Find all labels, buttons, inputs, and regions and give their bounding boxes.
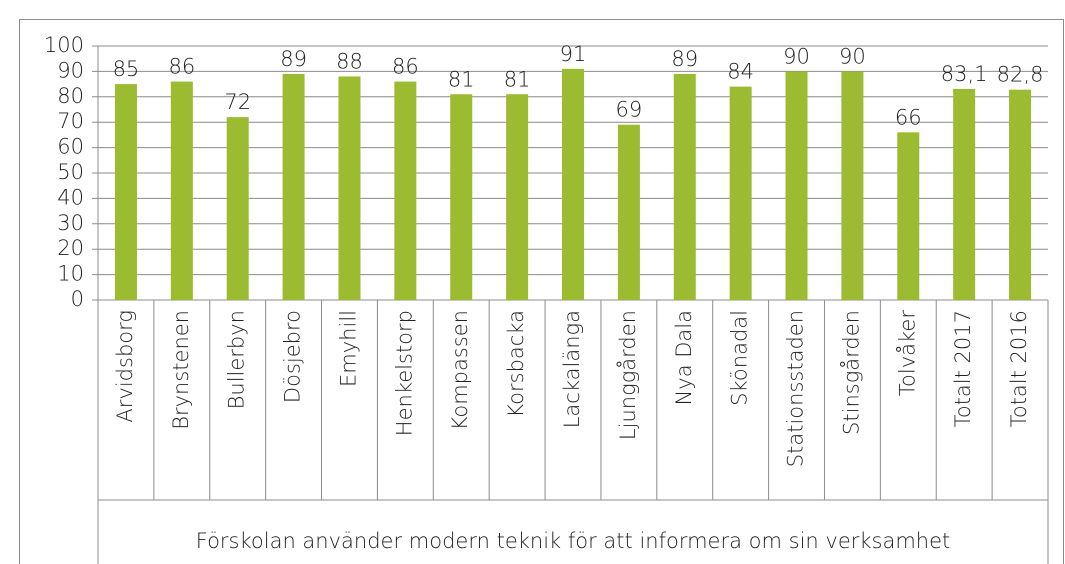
- y-tick-label: 90: [57, 58, 84, 82]
- x-tick-label: Arvidsborg: [113, 310, 137, 423]
- y-tick-label: 40: [57, 185, 84, 209]
- bar: [562, 68, 584, 300]
- x-tick-label: Lackalänga: [560, 310, 584, 428]
- y-tick-label: 70: [57, 109, 84, 133]
- value-label: 91: [560, 42, 587, 66]
- value-label: 89: [280, 47, 307, 71]
- x-tick-label: Dösjebro: [281, 310, 305, 403]
- y-tick-label: 50: [57, 160, 84, 184]
- y-tick-label: 60: [57, 135, 84, 159]
- bar: [785, 71, 808, 301]
- value-label: 82,8: [997, 63, 1044, 87]
- bar: [114, 84, 137, 300]
- bar: [170, 81, 193, 300]
- chart-border: [19, 19, 1064, 564]
- bar: [338, 76, 361, 300]
- y-tick-label: 80: [57, 84, 84, 108]
- x-tick-label: Tolvåker: [895, 310, 919, 397]
- y-tick-label: 30: [57, 211, 84, 235]
- x-tick-label: Totalt 2016: [1007, 310, 1031, 427]
- value-label: 88: [336, 49, 363, 73]
- value-label: 89: [671, 47, 698, 71]
- bar: [897, 132, 920, 300]
- y-tick-label: 10: [57, 262, 84, 286]
- x-tick-label: Emyhill: [336, 310, 360, 387]
- x-tick-label: Skönadal: [728, 310, 752, 406]
- x-tick-label: Stationsstaden: [784, 310, 808, 467]
- x-tick-label: Korsbacka: [504, 310, 528, 418]
- value-label: 81: [504, 67, 531, 91]
- bar: [394, 81, 417, 300]
- x-axis-label: Förskolan använder modern teknik för att…: [196, 529, 951, 553]
- x-tick-label: Stinsgården: [839, 310, 863, 435]
- value-label: 66: [895, 105, 922, 129]
- value-label: 90: [839, 44, 866, 68]
- bar: [841, 71, 864, 301]
- bar: [953, 88, 976, 301]
- x-tick-label: Brynstenen: [169, 310, 193, 430]
- value-label: 81: [448, 67, 475, 91]
- y-tick-label: 20: [57, 236, 84, 260]
- x-tick-label: Henkelstorp: [392, 310, 416, 436]
- value-label: 86: [392, 55, 419, 79]
- value-label: 69: [616, 98, 643, 122]
- value-label: 84: [727, 60, 754, 84]
- x-tick-label: Bullerbyn: [225, 310, 249, 409]
- value-label: 85: [113, 57, 140, 81]
- x-tick-label: Totalt 2017: [951, 310, 975, 427]
- y-tick-label: 100: [44, 33, 84, 57]
- x-tick-label: Ljunggården: [616, 310, 640, 440]
- x-tick-label: Kompassen: [448, 310, 472, 430]
- bar: [450, 94, 473, 300]
- bar: [729, 86, 752, 300]
- value-label: 72: [224, 90, 251, 114]
- bar: [673, 73, 696, 300]
- value-label: 83,1: [941, 62, 988, 86]
- value-label: 86: [168, 55, 195, 79]
- bar: [282, 73, 305, 300]
- bar: [1009, 89, 1032, 300]
- x-tick-label: Nya Dala: [672, 310, 696, 405]
- bar: [617, 124, 640, 301]
- bar: [506, 94, 529, 300]
- bar: [226, 117, 249, 301]
- y-tick-label: 0: [71, 287, 84, 311]
- value-label: 90: [783, 44, 810, 68]
